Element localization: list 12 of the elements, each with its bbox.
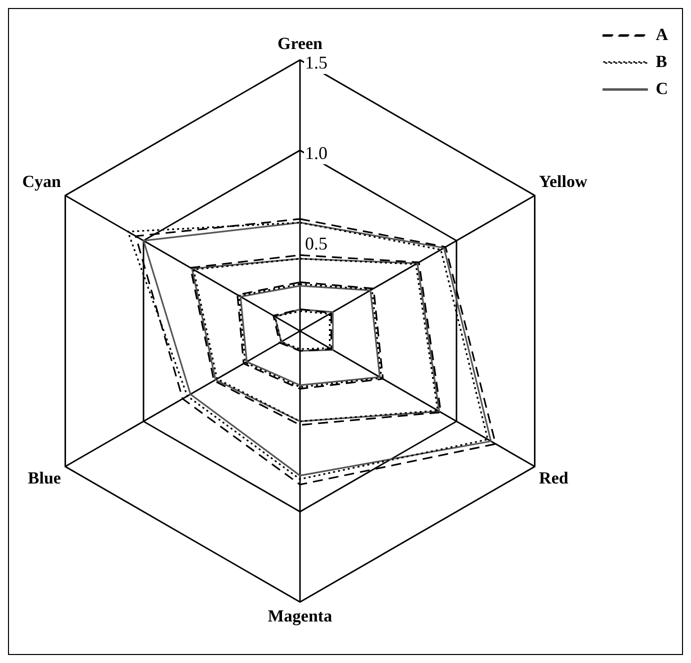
- y-tick-label: 1.0: [305, 143, 328, 164]
- spoke-label: Blue: [28, 468, 62, 488]
- y-tick-label: 0.5: [305, 233, 328, 254]
- legend-label: B: [656, 52, 668, 71]
- y-tick-label: 1.5: [305, 52, 328, 73]
- spoke-label: Cyan: [22, 172, 62, 192]
- spoke-label: Green: [277, 34, 324, 54]
- legend-label: A: [656, 24, 669, 44]
- spoke-label: Red: [539, 468, 569, 488]
- spoke-label: Yellow: [539, 172, 588, 192]
- legend-label: C: [656, 78, 668, 98]
- spoke-label: Magenta: [268, 606, 333, 626]
